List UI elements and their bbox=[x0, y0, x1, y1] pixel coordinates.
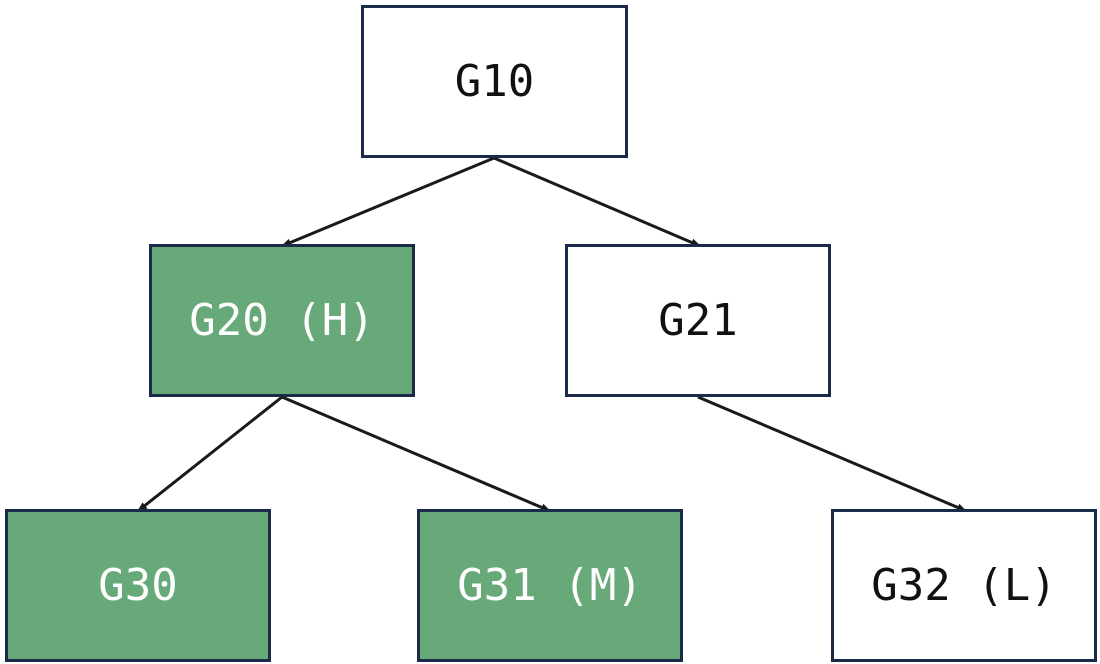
node-g21: G21 bbox=[565, 244, 831, 397]
node-g20: G20 (H) bbox=[149, 244, 415, 397]
node-g31: G31 (M) bbox=[417, 509, 683, 662]
edge-g10-to-g20 bbox=[281, 156, 495, 248]
node-g31-label: G31 (M) bbox=[457, 560, 643, 611]
node-g32: G32 (L) bbox=[831, 509, 1097, 662]
node-g32-label: G32 (L) bbox=[871, 560, 1057, 611]
node-g10-label: G10 bbox=[454, 56, 535, 107]
edge-g20-to-g31 bbox=[281, 395, 551, 513]
node-g20-label: G20 (H) bbox=[189, 295, 375, 346]
node-g30-label: G30 bbox=[98, 560, 178, 611]
edge-g10-to-g21 bbox=[493, 156, 701, 248]
node-g10: G10 bbox=[361, 5, 628, 158]
node-g21-label: G21 bbox=[658, 295, 738, 346]
node-g30: G30 bbox=[5, 509, 271, 662]
edge-g21-to-g32 bbox=[697, 395, 967, 513]
edge-g20-to-g30 bbox=[137, 395, 283, 513]
